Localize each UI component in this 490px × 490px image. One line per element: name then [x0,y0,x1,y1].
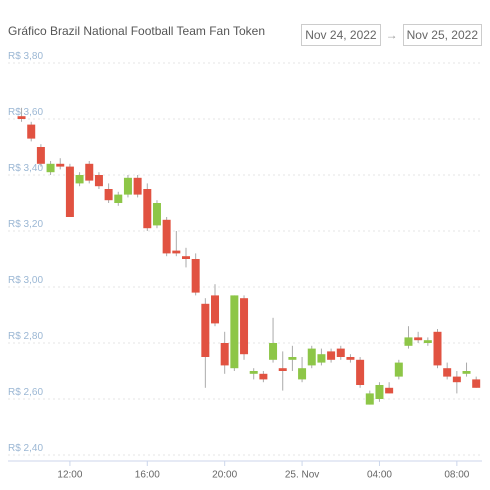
candle-body [375,385,384,399]
candle-body [181,256,190,259]
candle-body [307,348,316,366]
candle-body [114,194,123,203]
candle-body [85,163,94,181]
candle-body [46,163,55,173]
candle-body [462,371,471,374]
candle-body [152,203,161,226]
candle-body [472,379,481,388]
candle-body [27,124,36,139]
candle-body [433,331,442,366]
candle-body [162,219,171,254]
candle-body [365,393,374,405]
y-tick-label: R$ 3,40 [8,163,43,174]
candle-body [191,259,200,293]
candle-body [356,359,365,385]
candle-body [172,250,181,254]
y-tick-label: R$ 2,40 [8,443,43,454]
candle-body [336,348,345,357]
date-to[interactable]: Nov 25, 2022 [402,24,482,46]
date-from[interactable]: Nov 24, 2022 [301,24,381,46]
candle-body [249,371,258,374]
candle-body [230,295,239,369]
candle-body [298,368,307,380]
candle-body [452,376,461,383]
y-tick-label: R$ 3,60 [8,107,43,118]
candle-body [346,357,355,360]
x-tick-label: 08:00 [444,469,469,480]
candle-body [75,175,84,184]
candle-body [269,343,278,360]
chart-title: Gráfico Brazil National Football Team Fa… [8,24,266,38]
x-tick-label: 20:00 [212,469,237,480]
candle-body [404,337,413,346]
x-tick-label: 16:00 [135,469,160,480]
candle-body [278,368,287,371]
candle-body [240,298,249,355]
candle-body [288,357,297,360]
candle-body [317,354,326,363]
y-tick-label: R$ 3,20 [8,219,43,230]
candle-body [259,373,268,380]
candle-body [36,147,45,164]
date-range: Nov 24, 2022 → Nov 25, 2022 [301,24,482,46]
candle-body [394,362,403,377]
candle-body [443,368,452,377]
x-tick-label: 04:00 [367,469,392,480]
candle-body [414,337,423,341]
candle-body [143,189,152,229]
candle-body [123,177,132,195]
y-tick-label: R$ 3,80 [8,51,43,62]
candle-body [65,166,74,217]
candle-body [327,351,336,360]
x-tick-label: 12:00 [57,469,82,480]
candle-body [220,343,229,366]
y-tick-label: R$ 3,00 [8,275,43,286]
candle-body [94,175,103,187]
candle-body [104,189,113,201]
arrow: → [385,28,398,42]
candle-body [17,116,26,119]
candle-body [423,340,432,343]
candle-body [56,163,65,167]
candle-body [133,177,142,195]
candle-body [211,295,220,324]
x-tick-label: 25. Nov [285,469,319,480]
candle-body [201,303,210,357]
y-tick-label: R$ 2,80 [8,331,43,342]
y-tick-label: R$ 2,60 [8,387,43,398]
candle-body [385,387,394,394]
